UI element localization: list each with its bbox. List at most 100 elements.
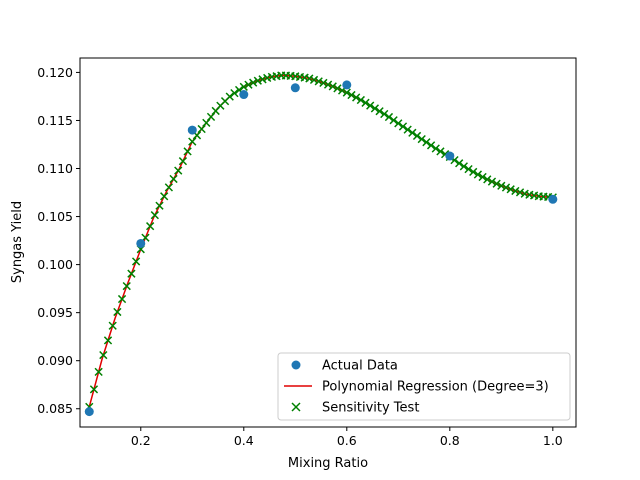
legend-box: [277, 352, 571, 421]
sensitivity-point: [113, 307, 122, 317]
sensitivity-point: [333, 84, 342, 93]
sensitivity-point: [323, 80, 333, 89]
sensitivity-point: [309, 75, 319, 85]
sensitivity-point: [380, 109, 389, 119]
actual-data-point: [84, 407, 94, 417]
sensitivity-point: [361, 98, 370, 107]
sensitivity-point: [501, 183, 511, 192]
sensitivity-point: [370, 104, 380, 113]
sensitivity-point: [478, 172, 487, 182]
y-tick-label: 0.090: [37, 353, 73, 368]
sensitivity-point: [244, 80, 253, 89]
sensitivity-point: [127, 269, 136, 278]
y-axis-label: Syngas Yield: [10, 201, 25, 283]
sensitivity-point: [497, 181, 506, 190]
sensitivity-point: [352, 93, 361, 102]
sensitivity-point: [146, 222, 155, 231]
actual-data-point: [187, 125, 197, 135]
sensitivity-point: [459, 162, 468, 171]
y-tick-label: 0.105: [37, 209, 73, 224]
sensitivity-point: [202, 118, 211, 127]
sensitivity-point: [417, 134, 426, 144]
sensitivity-point: [375, 107, 384, 116]
sensitivity-point: [473, 170, 483, 179]
sensitivity-point: [356, 95, 365, 105]
y-tick-label: 0.100: [37, 257, 73, 272]
x-tick-label: 0.2: [131, 433, 151, 448]
sensitivity-point: [389, 116, 398, 125]
sensitivity-point: [230, 88, 239, 98]
sensitivity-point: [249, 78, 258, 87]
sensitivity-point: [108, 321, 117, 330]
legend-label-sensitivity-test: Sensitivity Test: [322, 401, 419, 416]
sensitivity-point: [89, 385, 99, 394]
x-tick-label: 0.6: [337, 433, 357, 448]
sensitivity-point: [178, 157, 188, 166]
sensitivity-point: [94, 367, 103, 377]
sensitivity-point: [426, 141, 436, 150]
sensitivity-point: [258, 75, 267, 84]
actual-data-point: [548, 194, 558, 204]
sensitivity-point: [174, 166, 183, 175]
y-tick-label: 0.085: [37, 401, 73, 416]
y-tick-label: 0.120: [37, 65, 73, 80]
sensitivity-point: [412, 131, 422, 141]
sensitivity-point: [436, 147, 445, 156]
sensitivity-point: [342, 88, 351, 97]
sensitivity-point: [492, 179, 501, 188]
x-tick-label: 1.0: [543, 433, 563, 448]
sensitivity-point: [169, 174, 178, 184]
sensitivity-point: [455, 159, 464, 168]
x-axis-label: Mixing Ratio: [288, 456, 368, 471]
legend-label-actual-data: Actual Data: [322, 359, 398, 374]
x-tick-label: 0.8: [440, 433, 460, 448]
sensitivity-point: [225, 92, 234, 101]
sensitivity-point: [483, 175, 492, 184]
legend: Actual Data Polynomial Regression (Degre…: [277, 352, 571, 421]
sensitivity-point: [366, 101, 375, 110]
sensitivity-point: [487, 177, 497, 186]
sensitivity-point: [253, 76, 262, 85]
sensitivity-point: [160, 192, 169, 201]
sensitivity-point: [464, 164, 473, 174]
sensitivity-point: [305, 74, 314, 83]
sensitivity-point: [469, 167, 478, 177]
plot-frame: [79, 57, 577, 428]
sensitivity-point: [422, 138, 431, 147]
sensitivity-point: [515, 188, 525, 197]
sensitivity-point: [394, 119, 403, 128]
actual-data-point: [136, 238, 146, 248]
sensitivity-point: [319, 78, 328, 88]
sensitivity-point: [431, 144, 440, 153]
legend-label-polynomial-regression: Polynomial Regression (Degree=3): [322, 380, 549, 395]
sensitivity-point: [164, 183, 174, 192]
sensitivity-point: [103, 336, 113, 345]
sensitivity-point: [384, 112, 394, 122]
sensitivity-point: [408, 128, 417, 137]
sensitivity-point: [122, 281, 131, 291]
sensitivity-point: [197, 124, 206, 134]
actual-data-point: [342, 80, 352, 90]
sensitivity-point: [183, 147, 192, 156]
legend-marker-actual-data: [291, 360, 301, 370]
sensitivity-point: [206, 112, 216, 122]
actual-data-point: [290, 83, 300, 93]
axes-layer: 0.2 0.4 0.6 0.8 1.0 0.085 0.090 0.095 0.100 0.105…: [37, 65, 563, 448]
sensitivity-point: [117, 294, 127, 304]
actual-data-point: [239, 90, 249, 100]
sensitivity-point: [403, 125, 412, 134]
sensitivity-point: [131, 257, 141, 266]
x-tick-label: 0.4: [234, 433, 254, 448]
y-tick-label: 0.110: [37, 161, 73, 176]
sensitivity-point: [511, 186, 520, 196]
y-tick-label: 0.115: [37, 113, 73, 128]
series-layer: [84, 71, 558, 417]
sensitivity-point: [155, 201, 164, 210]
sensitivity-point: [239, 82, 248, 91]
sensitivity-point: [150, 211, 159, 220]
sensitivity-point: [506, 185, 515, 194]
sensitivity-point: [328, 82, 337, 91]
actual-data-point: [445, 151, 455, 161]
y-tick-label: 0.095: [37, 305, 73, 320]
sensitivity-point: [398, 122, 408, 131]
